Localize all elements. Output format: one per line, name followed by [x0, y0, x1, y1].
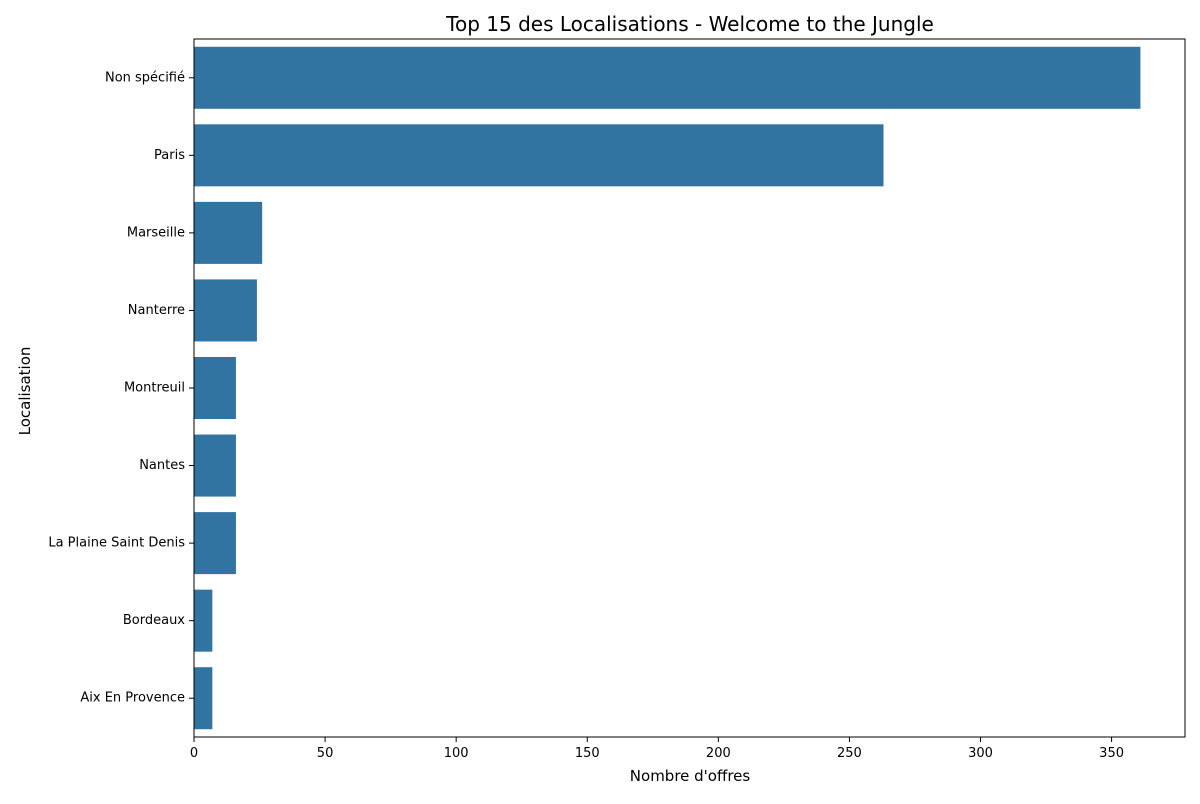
- x-tick-label: 350: [1099, 746, 1124, 761]
- y-tick-label: Nantes: [139, 458, 185, 473]
- bar: [194, 279, 257, 342]
- y-axis-ticks: Non spécifié Paris Marseille Nanterre Montre…: [48, 70, 194, 706]
- y-tick-label: La Plaine Saint Denis: [48, 536, 185, 551]
- y-tick-label: Nanterre: [128, 303, 185, 318]
- x-tick-label: 250: [837, 746, 862, 761]
- bar: [194, 434, 236, 497]
- y-tick-label: Bordeaux: [123, 613, 185, 628]
- x-tick-label: 300: [968, 746, 993, 761]
- bar: [194, 124, 884, 187]
- y-axis-title: Localisation: [16, 347, 34, 436]
- y-tick-label: Non spécifié: [105, 70, 185, 85]
- x-tick-label: 150: [575, 746, 600, 761]
- bar: [194, 201, 263, 264]
- y-tick-label: Marseille: [127, 225, 185, 240]
- y-tick-label: Paris: [154, 148, 185, 163]
- chart-title: Top 15 des Localisations - Welcome to th…: [445, 12, 934, 36]
- bar: [194, 356, 236, 420]
- bar: [194, 46, 1141, 109]
- y-tick-label: Aix En Provence: [80, 691, 185, 706]
- bars-layer: [194, 46, 1141, 730]
- y-tick-label: Montreuil: [124, 381, 185, 396]
- x-axis-ticks: 0 50 100 150 200 250 300 350: [190, 737, 1124, 761]
- x-tick-label: 200: [706, 746, 731, 761]
- bar: [194, 512, 236, 575]
- bar: [194, 667, 213, 730]
- x-tick-label: 100: [444, 746, 469, 761]
- x-tick-label: 50: [317, 746, 334, 761]
- x-axis-title: Nombre d'offres: [630, 767, 751, 785]
- x-tick-label: 0: [190, 746, 198, 761]
- bar: [194, 589, 213, 652]
